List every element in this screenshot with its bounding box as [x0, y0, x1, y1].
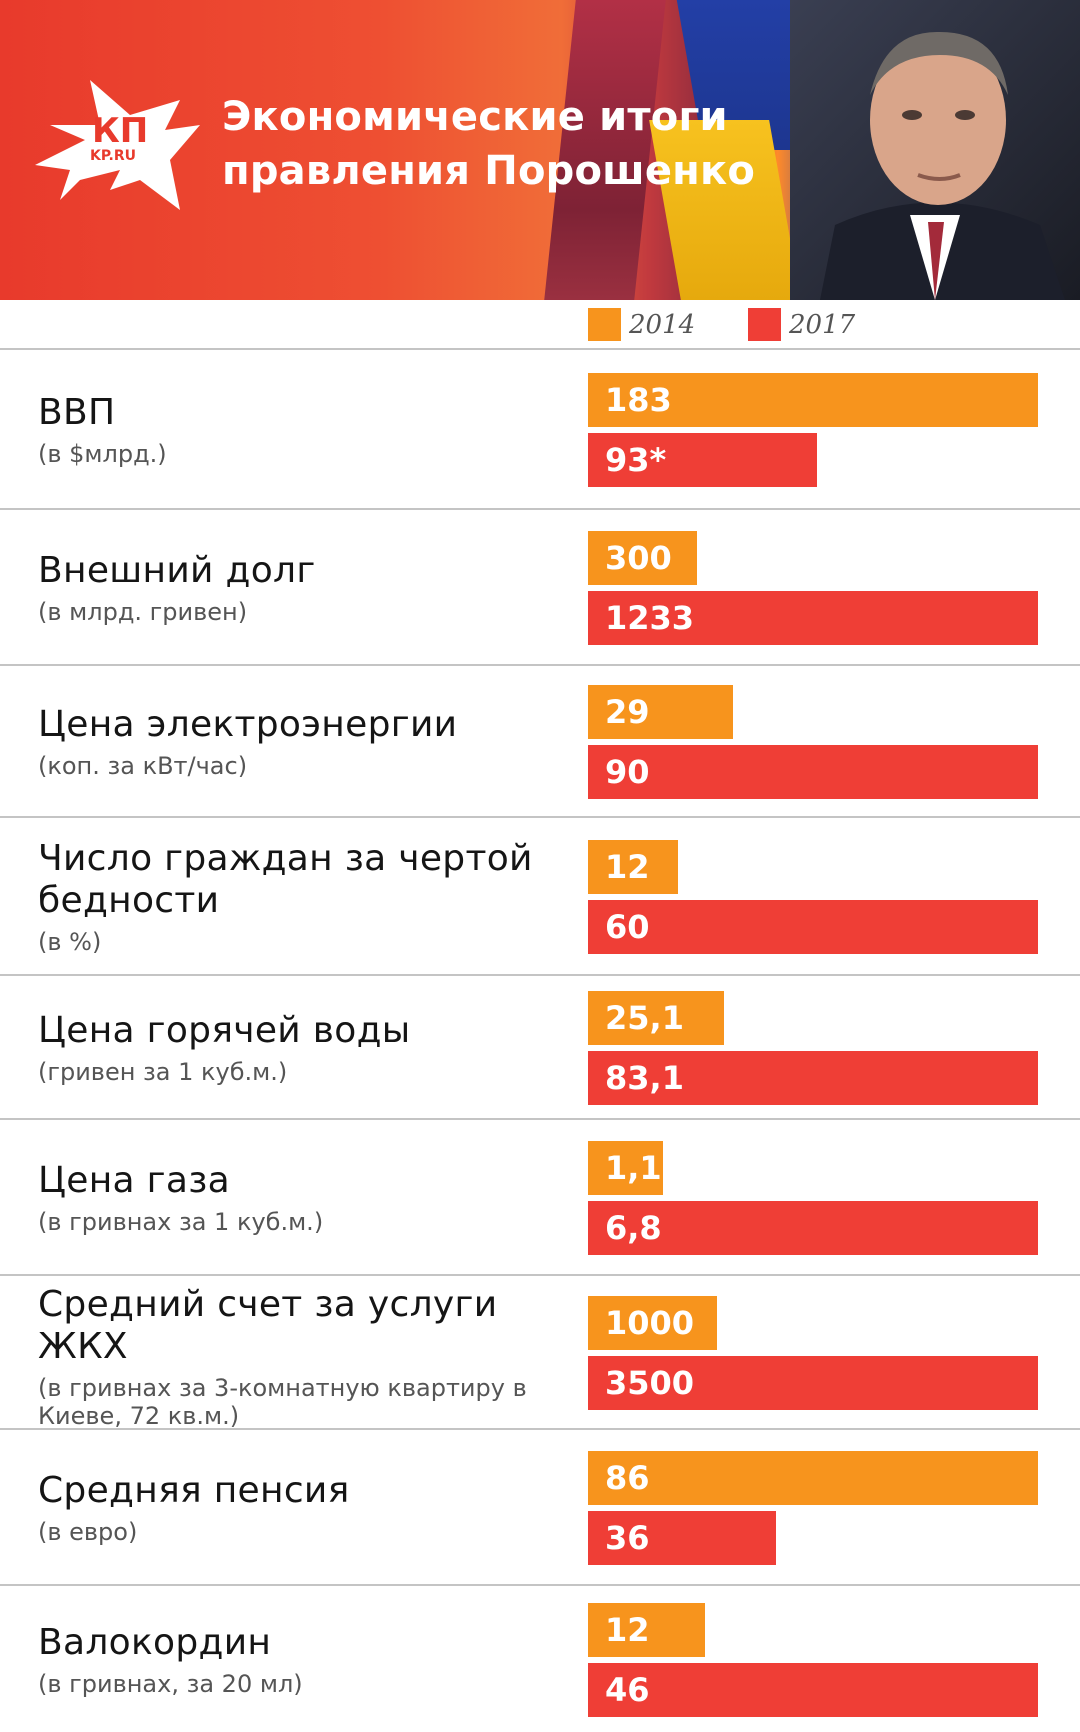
bar-2017: 36 — [588, 1511, 776, 1565]
category-label-block: Цена электроэнергии (коп. за кВт/час) — [38, 704, 578, 780]
header-banner: КП KP.RU Экономические итоги правления П… — [0, 0, 1080, 300]
portrait-image — [790, 0, 1080, 300]
category-label: Цена газа — [38, 1160, 231, 1201]
category-label: Цена горячей воды — [38, 1010, 411, 1051]
kp-logo: КП KP.RU — [35, 80, 200, 210]
category-row: Число граждан за чертой бедности (в %) 12 6… — [0, 816, 1080, 974]
legend-label-2017: 2017 — [789, 309, 856, 340]
category-row: Цена горячей воды (гривен за 1 куб.м.) 25,… — [0, 974, 1080, 1118]
bar-2017: 3500 — [588, 1356, 1038, 1410]
bar-value-label: 29 — [605, 693, 650, 731]
category-row: Средний счет за услуги ЖКХ (в гривнах за … — [0, 1274, 1080, 1430]
bar-value-label: 12 — [605, 848, 650, 886]
category-unit: (коп. за кВт/час) — [38, 752, 248, 780]
category-label-block: Средняя пенсия (в евро) — [38, 1470, 578, 1546]
logo-text: КП — [92, 111, 148, 151]
category-row: Внешний долг (в млрд. гривен) 300 1233 — [0, 508, 1080, 664]
category-unit: (в гривнах за 3-комнатную квартиру в Кие… — [38, 1374, 527, 1430]
bar-2017: 93* — [588, 433, 817, 487]
bar-2014: 12 — [588, 1603, 705, 1657]
bar-2017: 83,1 — [588, 1051, 1038, 1105]
category-row: Средняя пенсия (в евро) 86 36 — [0, 1428, 1080, 1584]
category-label-block: Цена горячей воды (гривен за 1 куб.м.) — [38, 1010, 578, 1086]
category-label: Число граждан за чертой бедности — [38, 838, 533, 921]
bar-value-label: 1233 — [605, 599, 695, 637]
page-title: Экономические итоги правления Порошенко — [222, 90, 782, 198]
category-label: Средний счет за услуги ЖКХ — [38, 1284, 498, 1367]
title-line-2: правления Порошенко — [222, 148, 756, 194]
category-label-block: Валокордин (в гривнах, за 20 мл) — [38, 1622, 578, 1698]
legend-item-2014: 2014 — [588, 308, 695, 341]
bar-2014: 183 — [588, 373, 1038, 427]
bar-value-label: 6,8 — [605, 1209, 662, 1247]
bar-2017: 46 — [588, 1663, 1038, 1717]
category-row: Цена электроэнергии (коп. за кВт/час) 29 90 — [0, 664, 1080, 816]
bar-value-label: 12 — [605, 1611, 650, 1649]
category-row: Валокордин (в гривнах, за 20 мл) 12 46 — [0, 1584, 1080, 1732]
category-label: Средняя пенсия — [38, 1470, 350, 1511]
bar-value-label: 83,1 — [605, 1059, 684, 1097]
legend: 2014 2017 — [0, 308, 1080, 344]
bar-2014: 1,1 — [588, 1141, 663, 1195]
bird-icon — [35, 80, 200, 210]
legend-swatch-2017 — [748, 308, 781, 341]
category-label-block: Внешний долг (в млрд. гривен) — [38, 550, 578, 626]
category-unit: (гривен за 1 куб.м.) — [38, 1058, 288, 1086]
category-label-block: Цена газа (в гривнах за 1 куб.м.) — [38, 1160, 578, 1236]
category-row: Цена газа (в гривнах за 1 куб.м.) 1,1 6,8 — [0, 1118, 1080, 1274]
bar-value-label: 46 — [605, 1671, 650, 1709]
category-unit: (в гривнах за 1 куб.м.) — [38, 1208, 324, 1236]
category-row: ВВП (в $млрд.) 183 93* — [0, 348, 1080, 508]
bar-value-label: 183 — [605, 381, 672, 419]
bar-value-label: 93* — [605, 441, 667, 479]
legend-item-2017: 2017 — [748, 308, 855, 341]
category-label: Цена электроэнергии — [38, 704, 458, 745]
category-unit: (в млрд. гривен) — [38, 598, 248, 626]
bar-value-label: 90 — [605, 753, 650, 791]
category-label: Внешний долг — [38, 550, 316, 591]
bar-value-label: 25,1 — [605, 999, 684, 1037]
category-label-block: Средний счет за услуги ЖКХ (в гривнах за … — [38, 1284, 578, 1430]
logo-subtext: KP.RU — [90, 148, 136, 164]
bar-2014: 29 — [588, 685, 733, 739]
bar-value-label: 300 — [605, 539, 672, 577]
category-unit: (в гривнах, за 20 мл) — [38, 1670, 303, 1698]
bar-2014: 86 — [588, 1451, 1038, 1505]
bar-2014: 300 — [588, 531, 697, 585]
category-unit: (в евро) — [38, 1518, 138, 1546]
bar-value-label: 1000 — [605, 1304, 695, 1342]
title-line-1: Экономические итоги — [222, 94, 728, 140]
category-unit: (в %) — [38, 928, 102, 956]
bar-value-label: 60 — [605, 908, 650, 946]
bar-2014: 1000 — [588, 1296, 717, 1350]
category-label: ВВП — [38, 392, 116, 433]
bar-2017: 6,8 — [588, 1201, 1038, 1255]
bar-2014: 12 — [588, 840, 678, 894]
bar-value-label: 36 — [605, 1519, 650, 1557]
category-label-block: ВВП (в $млрд.) — [38, 392, 578, 468]
bar-2014: 25,1 — [588, 991, 724, 1045]
bar-2017: 90 — [588, 745, 1038, 799]
bar-2017: 60 — [588, 900, 1038, 954]
legend-label-2014: 2014 — [629, 309, 696, 340]
bar-2017: 1233 — [588, 591, 1038, 645]
category-unit: (в $млрд.) — [38, 440, 167, 468]
bar-value-label: 3500 — [605, 1364, 695, 1402]
bar-value-label: 86 — [605, 1459, 650, 1497]
category-label-block: Число граждан за чертой бедности (в %) — [38, 838, 578, 956]
legend-swatch-2014 — [588, 308, 621, 341]
category-label: Валокордин — [38, 1622, 272, 1663]
bar-value-label: 1,1 — [605, 1149, 662, 1187]
